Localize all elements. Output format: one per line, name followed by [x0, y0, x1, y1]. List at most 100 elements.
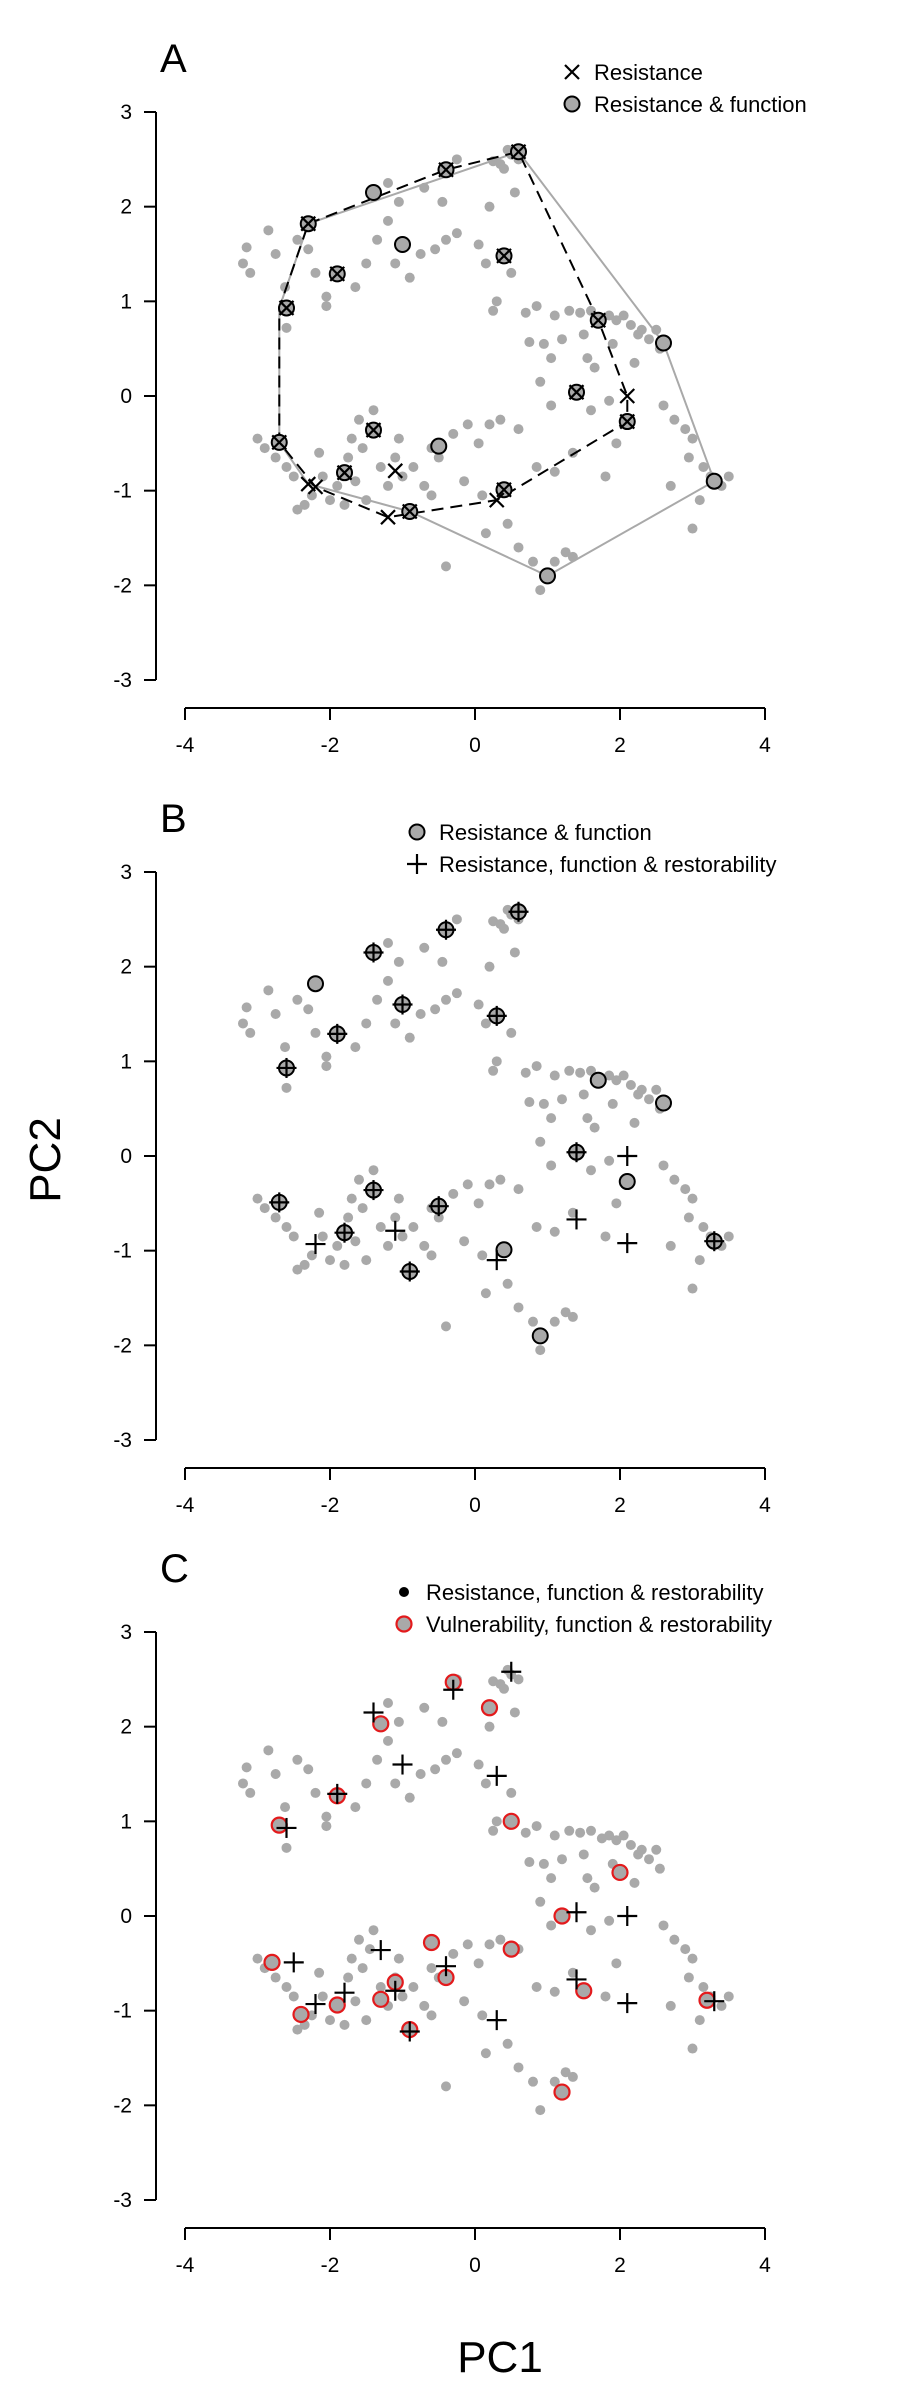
background-point [636, 1844, 647, 1855]
background-point [241, 1762, 252, 1773]
background-point [499, 923, 509, 934]
point-circle-red [292, 2005, 310, 2024]
background-point [339, 2019, 350, 2030]
background-point [415, 1769, 426, 1779]
y-tick-label: 3 [120, 1621, 132, 1644]
background-point [292, 2024, 303, 2035]
point-circle-gray [495, 1241, 513, 1259]
point-plus [399, 1261, 420, 1282]
background-point [484, 419, 495, 430]
background-point [433, 1212, 444, 1223]
point-cross [387, 463, 404, 479]
background-point [314, 1967, 325, 1978]
background-point [509, 1707, 520, 1718]
background-point [393, 196, 404, 207]
background-point [549, 310, 560, 321]
point-circle-red [270, 1816, 288, 1834]
point-cross-stroke [590, 312, 607, 329]
point-cross-stroke [619, 413, 636, 430]
point-cross [438, 161, 454, 178]
background-point [433, 452, 444, 463]
point-plus [370, 1940, 391, 1961]
point-plus [704, 1991, 725, 2012]
background-point [564, 305, 575, 316]
point-plus [617, 1233, 638, 1254]
point-circle-gray [394, 236, 411, 254]
background-point [306, 1250, 317, 1261]
point-plus [566, 1142, 587, 1163]
background-point [383, 480, 393, 491]
background-point [270, 1009, 281, 1019]
point-plus [566, 1969, 587, 1990]
background-point [513, 1302, 524, 1313]
point-plus [486, 1005, 507, 1026]
background-point [383, 215, 393, 226]
background-point [441, 1321, 451, 1332]
y-tick-label: 0 [120, 1905, 132, 1928]
background-point [575, 1067, 586, 1078]
background-point [600, 471, 611, 482]
background-point [546, 1873, 557, 1884]
point-circle-red [611, 1863, 629, 1882]
background-point [408, 1982, 419, 1992]
background-point [343, 1212, 354, 1223]
background-point [245, 1787, 256, 1798]
point-circle-gray [705, 472, 723, 490]
background-point [375, 1222, 386, 1232]
background-point [459, 1996, 470, 2007]
x-tick-label: 4 [759, 734, 771, 757]
background-point [270, 1972, 281, 1983]
point-cross [380, 509, 396, 525]
background-point [259, 443, 270, 454]
background-point [716, 2000, 727, 2011]
background-point [252, 1953, 263, 1964]
background-point [383, 1698, 393, 1708]
point-cross [619, 413, 636, 430]
background-point [368, 405, 379, 416]
background-point [687, 1953, 698, 1964]
background-point [604, 310, 615, 321]
background-point [687, 1193, 698, 1204]
background-point [459, 476, 470, 487]
point-cross-stroke [300, 215, 317, 232]
background-point [495, 1174, 506, 1185]
x-tick-label: -2 [321, 734, 340, 757]
background-point [317, 471, 328, 482]
background-point [604, 1070, 615, 1081]
background-point [419, 1702, 430, 1713]
background-point [520, 307, 531, 318]
background-point [560, 1307, 571, 1318]
background-point [480, 1018, 491, 1029]
background-point [618, 1070, 629, 1081]
background-point [644, 334, 654, 345]
point-circle-gray [365, 183, 382, 201]
background-point [680, 424, 691, 435]
background-point [415, 249, 426, 259]
background-point [451, 228, 462, 239]
background-point [390, 1212, 401, 1223]
point-cross-stroke [278, 300, 295, 316]
background-point [502, 1278, 513, 1289]
background-point [586, 1925, 596, 1936]
background-point [281, 1842, 292, 1853]
point-cross [568, 384, 585, 400]
y-tick-label: -1 [113, 2000, 132, 2023]
background-point [350, 476, 361, 487]
background-point [441, 994, 451, 1005]
background-point [321, 1051, 332, 1062]
point-circle-red [480, 1699, 499, 1717]
background-point [644, 1854, 654, 1865]
background-point [680, 1944, 691, 1955]
background-point [473, 1958, 484, 1969]
point-plus [327, 1023, 348, 1044]
background-point [586, 1165, 596, 1176]
background-point [415, 1009, 426, 1019]
y-tick-label: -2 [113, 2094, 132, 2117]
background-point [669, 1174, 680, 1185]
background-point [462, 419, 473, 430]
background-point [357, 1203, 368, 1214]
x-tick-label: 2 [614, 2254, 626, 2277]
background-point [372, 1754, 383, 1765]
background-point [600, 1231, 611, 1242]
